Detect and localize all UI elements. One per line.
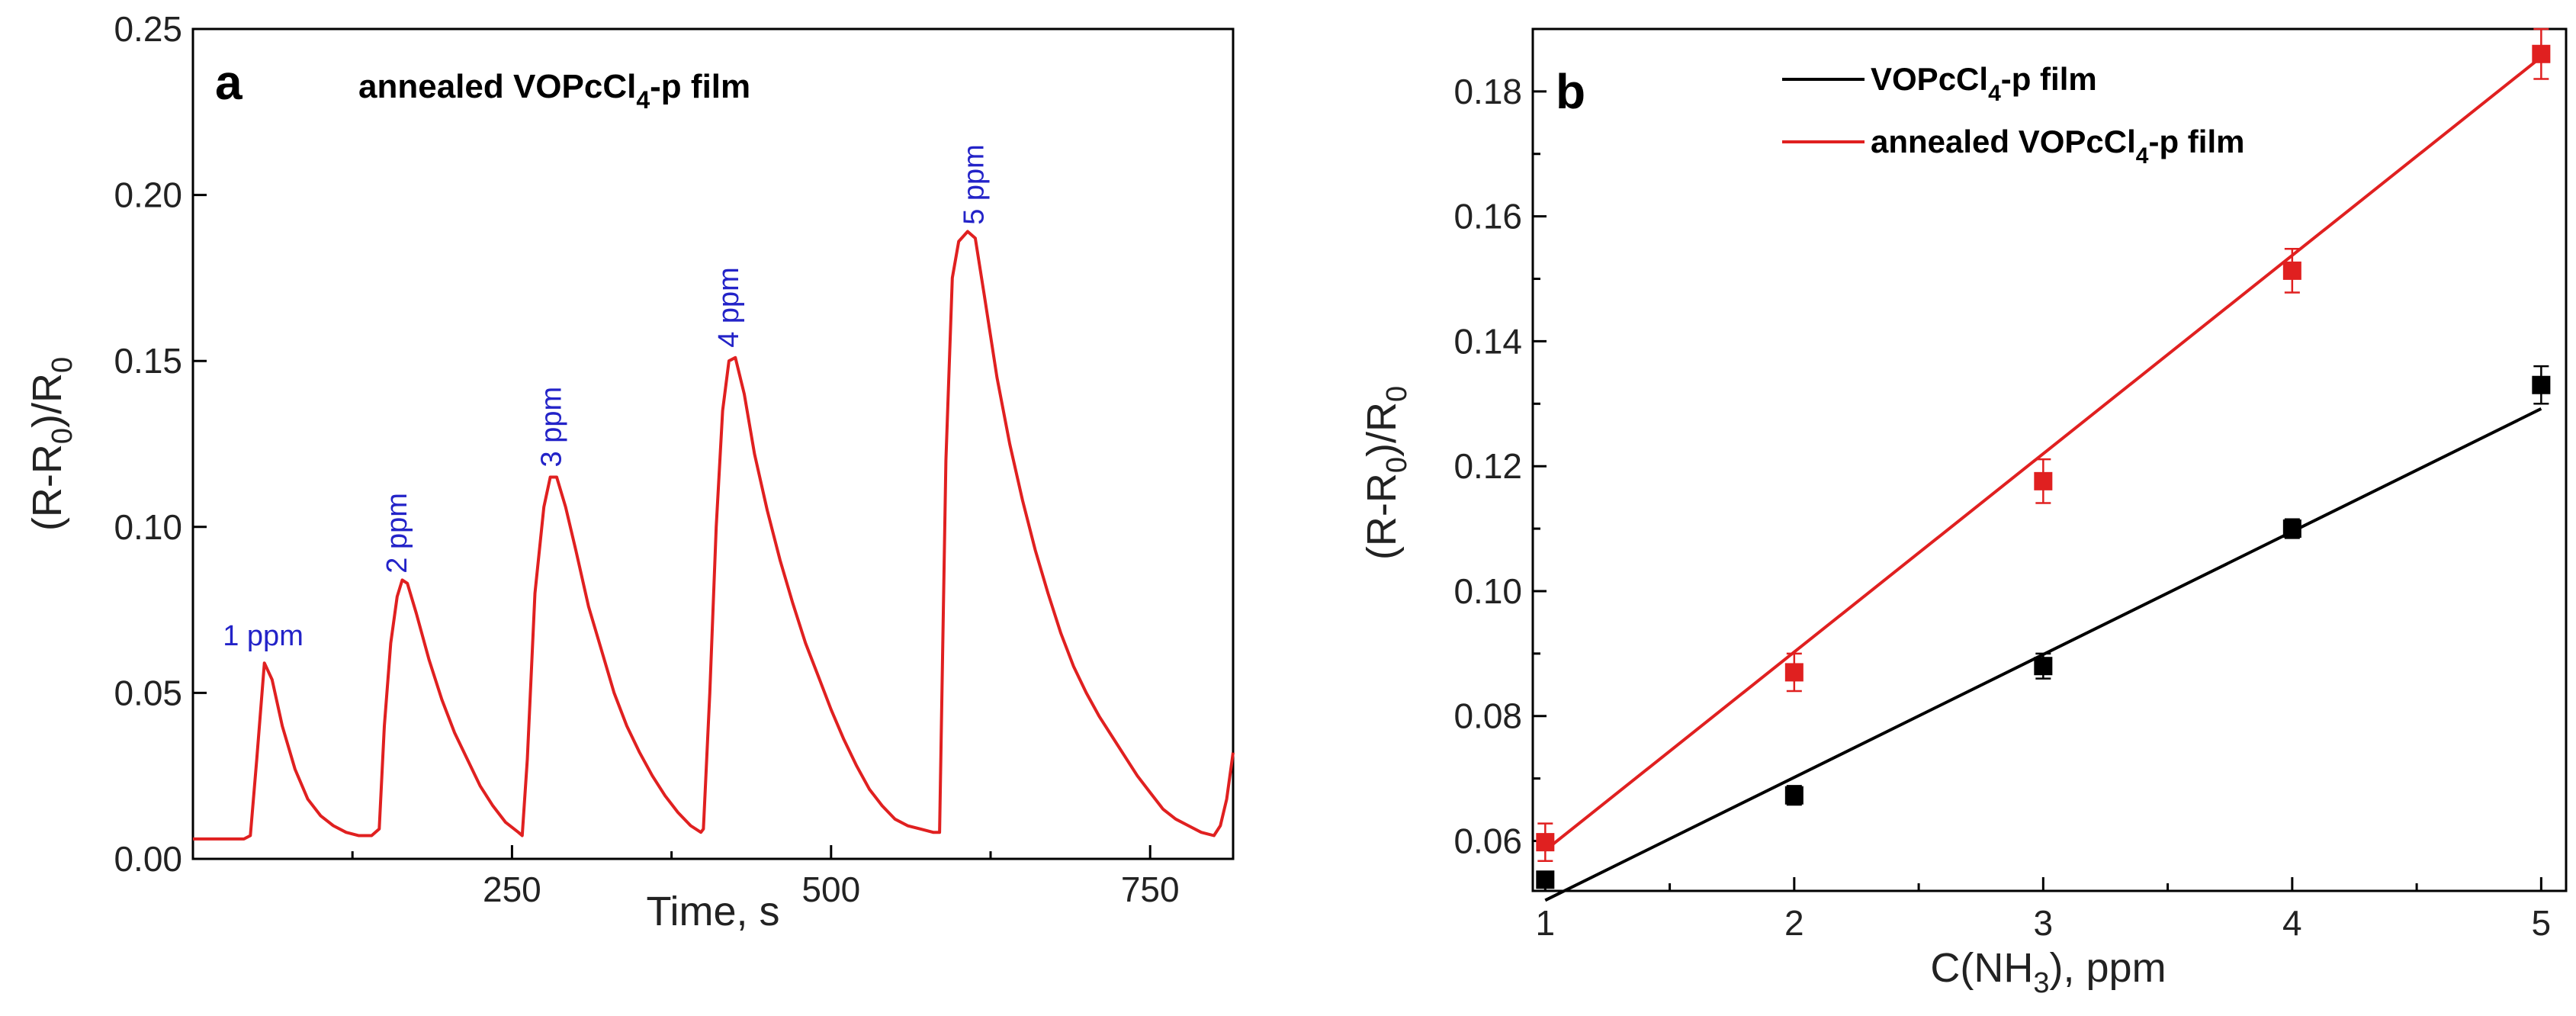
- panel-a-inset-title: annealed VOPcCl4-p film: [358, 68, 750, 114]
- panel-b-y-tick-label: 0.14: [1453, 321, 1522, 361]
- panel-b-x-axis-title: C(NH3), ppm: [1930, 945, 2166, 999]
- panel-b-y-axis-title: (R-R0)/R0: [1359, 386, 1413, 560]
- panel-a-peak-label: 4 ppm: [713, 267, 745, 348]
- panel-b-x-tick-label: 3: [2034, 903, 2054, 943]
- panel-a-series: [193, 230, 1235, 841]
- panel-a-x-axis: 250 500 750: [351, 845, 1180, 909]
- data-point-vopccl4: [2532, 375, 2551, 394]
- panel-b-x-tick-label: 2: [1784, 903, 1804, 943]
- panel-b-x-tick-label: 5: [2532, 903, 2552, 943]
- data-point-annealed: [2532, 44, 2551, 63]
- panel-a-y-axis-title: (R-R0)/R0: [24, 357, 79, 531]
- data-point-vopccl4: [2034, 657, 2053, 676]
- data-point-annealed: [1536, 833, 1555, 852]
- data-point-vopccl4: [2282, 519, 2301, 539]
- panel-b-y-tick-label: 0.06: [1453, 821, 1522, 860]
- panel-a-y-tick-label: 0.25: [114, 9, 182, 49]
- panel-a-x-tick-label: 500: [801, 870, 860, 909]
- panel-b-x-axis: 1 2 3 4 5: [1536, 877, 2552, 943]
- data-point-annealed: [1784, 663, 1804, 682]
- panel-a-y-tick-label: 0.00: [114, 839, 182, 879]
- data-point-vopccl4: [1536, 870, 1555, 889]
- panel-a-y-tick-label: 0.20: [114, 175, 182, 215]
- panel-a-y-tick-label: 0.05: [114, 673, 182, 712]
- panel-a-x-tick-label: 750: [1121, 870, 1180, 909]
- panel-b-plot-frame: [1531, 27, 2568, 892]
- panel-b-y-tick-label: 0.10: [1453, 571, 1522, 611]
- panel-a-y-axis: 0.00 0.05 0.10 0.15 0.20 0.25: [114, 9, 207, 879]
- data-point-vopccl4: [1784, 786, 1804, 805]
- panel-a-peak-label: 3 ppm: [535, 387, 567, 468]
- panel-a-x-tick-label: 250: [483, 870, 541, 909]
- panel-b-y-tick-label: 0.08: [1453, 696, 1522, 736]
- panel-a-chart: 0.00 0.05 0.10 0.15 0.20 0.25 250 500 750 1 ppm…: [24, 9, 1235, 934]
- panel-a-y-tick-label: 0.10: [114, 507, 182, 547]
- panel-a-x-axis-title: Time, s: [647, 889, 780, 934]
- panel-a-letter: a: [215, 55, 243, 110]
- panel-a-response-curve: [193, 230, 1235, 841]
- panel-a-peak-label: 1 ppm: [223, 620, 304, 652]
- panel-b-letter: b: [1556, 64, 1585, 119]
- legend-label-annealed: annealed VOPcCl4-p film: [1871, 124, 2244, 169]
- panel-a-peak-label: 2 ppm: [381, 493, 413, 574]
- panel-b-series: [1536, 27, 2551, 902]
- panel-b-legend: VOPcCl4-p film annealed VOPcCl4-p film: [1782, 61, 2244, 169]
- panel-b-chart: 0.06 0.08 0.10 0.12 0.14 0.16 0.18 1 2 3 4 5 b VOP…: [1359, 27, 2568, 999]
- legend-label-vopccl4: VOPcCl4-p film: [1871, 61, 2097, 106]
- fit-line-annealed: [1544, 56, 2542, 852]
- data-point-annealed: [2034, 471, 2053, 490]
- panel-b-x-tick-label: 1: [1536, 903, 1556, 943]
- panel-a-y-tick-label: 0.15: [114, 341, 182, 381]
- panel-a-plot-frame: [191, 27, 1235, 860]
- panel-b-y-tick-label: 0.18: [1453, 72, 1522, 111]
- panel-b-x-tick-label: 4: [2282, 903, 2302, 943]
- panel-a-peak-label: 5 ppm: [958, 144, 990, 225]
- panel-b-y-tick-label: 0.12: [1453, 446, 1522, 486]
- panel-b-y-tick-label: 0.16: [1453, 197, 1522, 236]
- panel-b-y-axis: 0.06 0.08 0.10 0.12 0.14 0.16 0.18: [1453, 27, 1547, 860]
- panel-a-peak-labels: 1 ppm 2 ppm 3 ppm 4 ppm 5 ppm: [223, 144, 990, 652]
- data-point-annealed: [2282, 261, 2301, 280]
